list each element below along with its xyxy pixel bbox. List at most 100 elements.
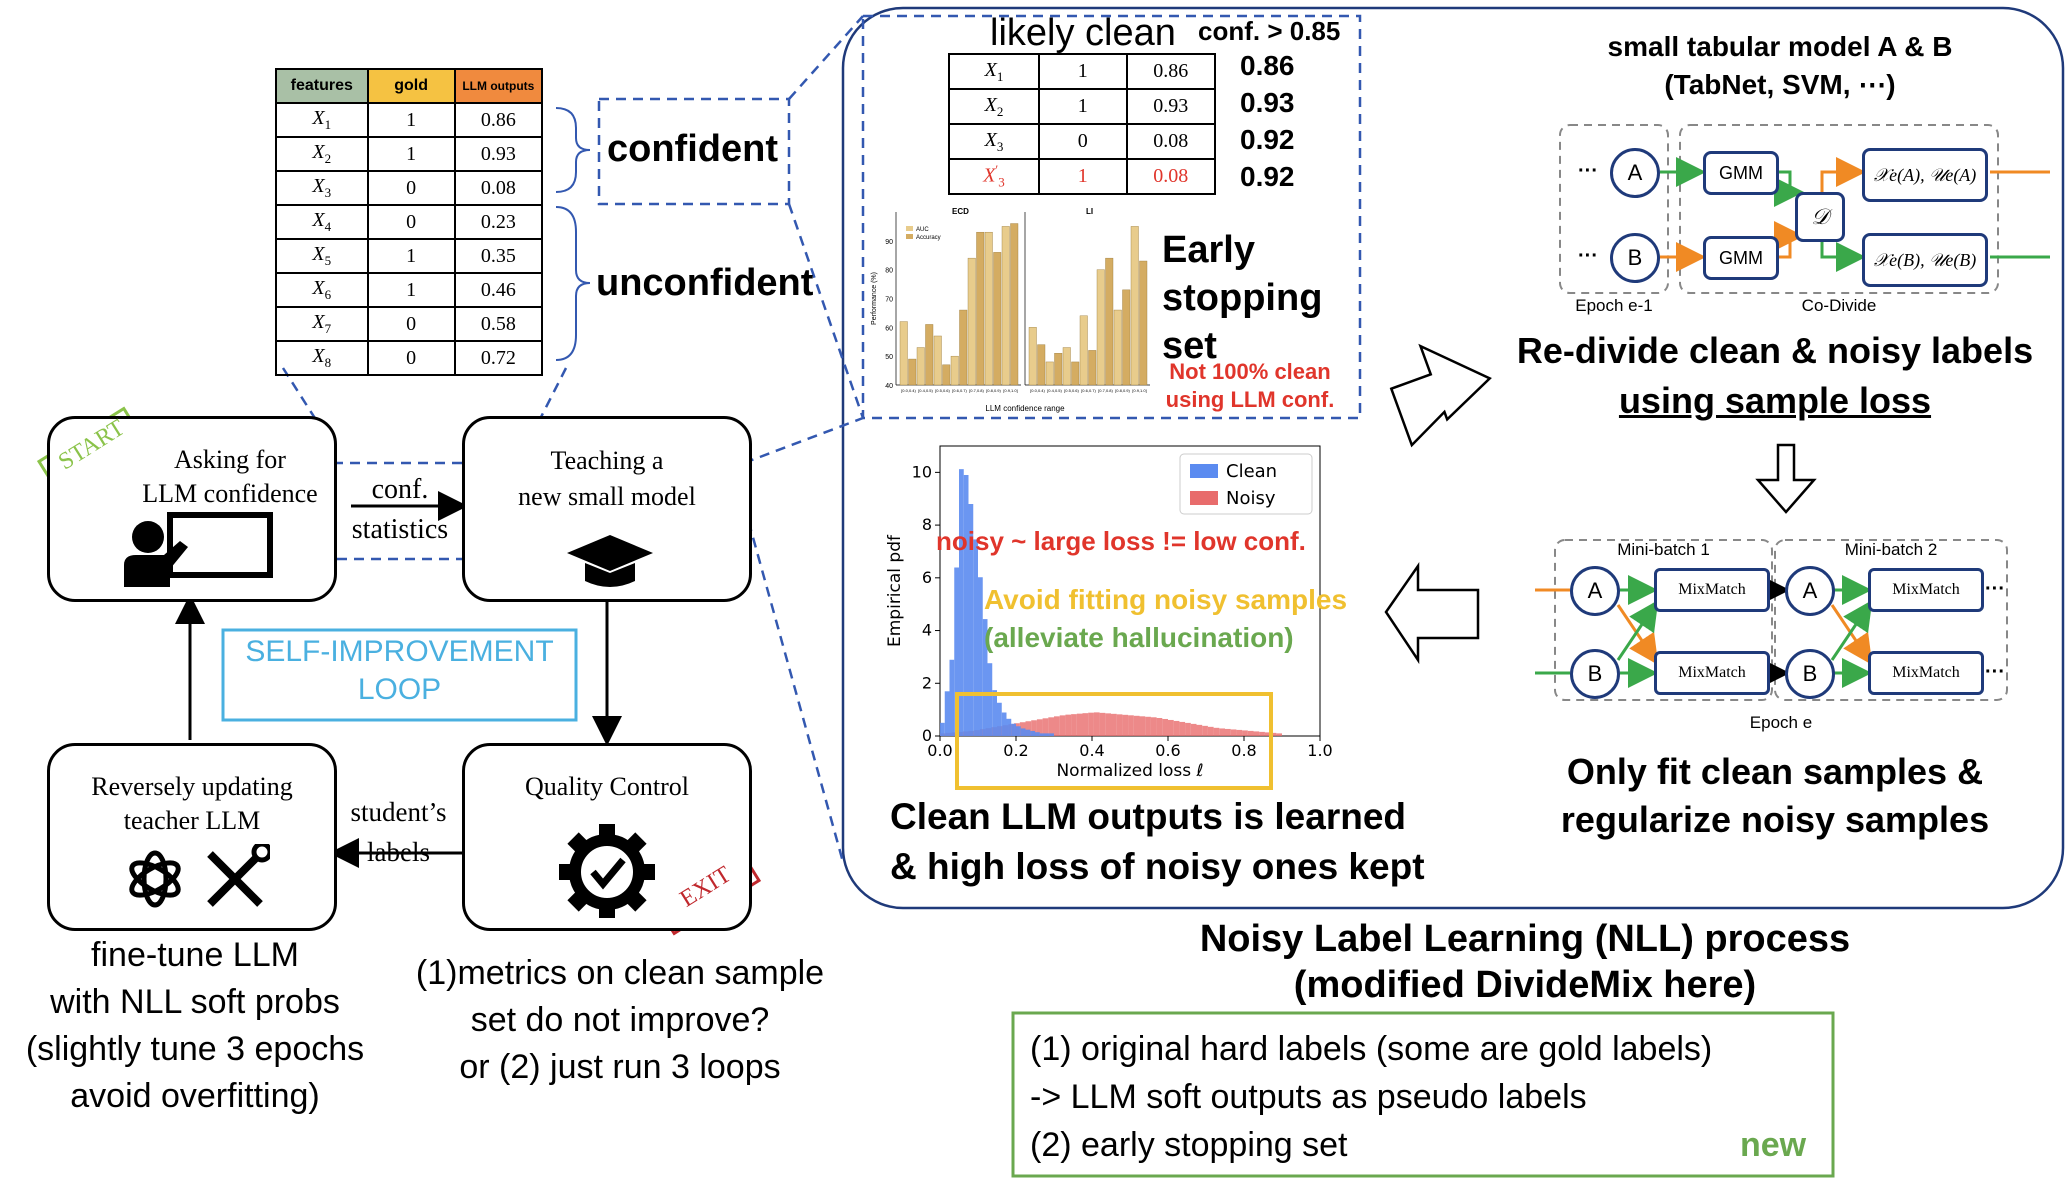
minibatch1-label: Mini-batch 1: [1617, 540, 1710, 559]
feature-cell: X3: [948, 123, 1040, 160]
noisy-bar: [1196, 724, 1203, 736]
divider-box: 𝒟: [1795, 192, 1845, 242]
confidence-bar: [1045, 361, 1054, 386]
panel-title: LI: [1086, 207, 1093, 216]
model-b-node: B: [1610, 233, 1660, 283]
clean-bar: [1001, 712, 1007, 736]
clean-bar: [959, 469, 964, 736]
confidence-bar: [993, 252, 1002, 386]
noisy-bar: [1093, 712, 1100, 736]
x-tick-label: [0.4,0.5): [918, 388, 933, 393]
confidence-bar: [1139, 260, 1148, 386]
mixmatch-2a: MixMatch: [1868, 568, 1984, 612]
header-llm-outputs: LLM outputs: [453, 68, 544, 104]
feature-cell: X1: [948, 53, 1040, 90]
x-axis-label: LLM confidence range: [985, 404, 1065, 413]
llm-output-cell: 0.08: [453, 170, 544, 206]
clean-bar: [963, 475, 969, 736]
noisy-bar: [1128, 715, 1134, 736]
noisy-bar: [1105, 713, 1111, 736]
noisy-bar: [1247, 730, 1254, 736]
llm-output-cell: 0.93: [453, 136, 544, 172]
feature-row: X6 1 0.46: [275, 272, 544, 308]
y-tick-label: 40: [885, 383, 893, 390]
gold-cell: 1: [366, 238, 456, 274]
x-tick-label: 0.4: [1079, 741, 1104, 760]
llm-output-cell: 0.08: [1125, 158, 1217, 195]
x-tick-label: [0.0,0.4): [1030, 388, 1045, 393]
confidence-bar: [899, 321, 908, 386]
output-b-box: 𝒳e(B), 𝒰e(B): [1862, 233, 1988, 287]
x-tick-label: [0.7,0.8): [969, 388, 984, 393]
new-tag: new: [1740, 1126, 1807, 1164]
gold-cell: 1: [1037, 53, 1128, 90]
mb1-node-b: B: [1570, 649, 1620, 699]
gear-check-icon: [559, 824, 655, 918]
noisy-bar: [1179, 721, 1186, 736]
noisy-bar: [1156, 717, 1163, 736]
clean-bar: [973, 539, 978, 736]
reverse-update-label: Reversely updating teacher LLM: [91, 772, 293, 835]
noisy-bar: [1253, 731, 1260, 736]
y-tick-label: 60: [885, 325, 893, 332]
openai-logo-icon: [129, 850, 181, 908]
y-tick-label: 10: [912, 462, 932, 481]
y-tick-label: 0: [922, 726, 932, 745]
llm-output-cell: 0.93: [1125, 88, 1217, 125]
confidence-bar: [1062, 347, 1071, 386]
feature-cell: X5: [275, 238, 369, 274]
clean-bar: [1025, 729, 1031, 736]
feature-row: X4 0 0.23: [275, 204, 544, 240]
noisy-bar: [1111, 713, 1117, 736]
x-tick-label: [0.8,0.9): [986, 388, 1001, 393]
output-a-box: 𝒳e(A), 𝒰e(A): [1862, 148, 1988, 202]
high-loss-highlight: [955, 692, 1273, 790]
graduation-cap-icon: [567, 535, 653, 587]
gmm-b-box: GMM: [1703, 236, 1779, 280]
feature-cell: X8: [275, 340, 369, 376]
nll-item1b: -> LLM soft outputs as pseudo labels: [1030, 1078, 1587, 1116]
noisy-bar: [1065, 714, 1072, 736]
feature-row: X8 0 0.72: [275, 340, 544, 376]
confidence-bar: [1054, 353, 1063, 386]
conf-statistics-label: conf. statistics: [351, 474, 449, 545]
clean-bar: [944, 691, 950, 736]
legend-swatch: [1190, 464, 1218, 478]
feature-row: X3 0 0.08: [275, 170, 544, 206]
x-tick-label: 0.8: [1231, 741, 1256, 760]
legend-label: Clean: [1226, 461, 1277, 482]
ask-confidence-box: Asking for LLM confidence: [47, 416, 337, 602]
clean-bar: [1030, 730, 1035, 736]
gmm-a-box: GMM: [1703, 151, 1779, 195]
x-tick-label: [0.5,0.6): [935, 388, 950, 393]
noisy-bar: [1276, 733, 1282, 736]
epoch-e-label: Epoch e: [1749, 713, 1813, 732]
feature-row: X5 1 0.35: [275, 238, 544, 274]
confidence-bar: [1037, 344, 1046, 386]
legend-swatch: [906, 234, 913, 239]
noisy-bar: [1133, 715, 1140, 736]
model-a-node: A: [1610, 148, 1660, 198]
clean-bar: [1044, 733, 1050, 736]
alleviate-note: (alleviate hallucination): [984, 622, 1294, 653]
x-tick-label: [0.5,0.6): [1064, 388, 1079, 393]
llm-output-cell: 0.72: [453, 340, 544, 376]
clean-bar: [992, 690, 997, 736]
y-tick-label: 4: [922, 621, 932, 640]
unconfident-label: unconfident: [596, 262, 814, 304]
confidence-bar: [925, 324, 934, 386]
y-axis-label: Empirical pdf: [885, 534, 905, 647]
noisy-bar: [1099, 712, 1106, 736]
llm-output-cell: 0.35: [453, 238, 544, 274]
codivide-title: small tabular model A & B (TabNet, SVM, …: [1607, 31, 1953, 100]
feature-cell: X1: [275, 102, 369, 138]
teach-model-label: Teaching a new small model: [518, 446, 696, 511]
gold-cell: 1: [1037, 88, 1128, 125]
legend-label: Noisy: [1226, 488, 1276, 509]
noisy-loss-note: noisy ~ large loss != low conf.: [936, 526, 1306, 556]
confidence-bar: [1096, 269, 1105, 386]
legend-swatch: [906, 226, 913, 231]
avoid-fitting-note: Avoid fitting noisy samples: [984, 584, 1348, 615]
llm-output-cell: 0.08: [1125, 123, 1217, 160]
